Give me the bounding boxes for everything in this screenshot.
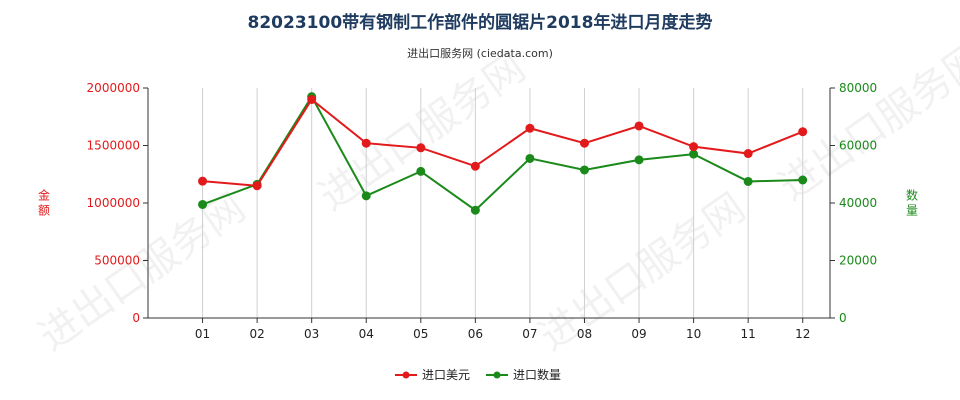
x-tick-label: 04 <box>359 327 374 341</box>
quantity-series-point <box>689 149 699 159</box>
x-tick-label: 01 <box>195 327 210 341</box>
x-tick-label: 07 <box>522 327 537 341</box>
amount-series-point <box>634 121 644 131</box>
x-tick-label: 11 <box>741 327 756 341</box>
x-tick-label: 12 <box>795 327 810 341</box>
y-left-tick-label: 1000000 <box>87 196 140 210</box>
amount-series-point <box>307 95 317 104</box>
x-tick-label: 09 <box>631 327 646 341</box>
quantity-series-point <box>634 155 644 165</box>
x-tick-label: 03 <box>304 327 319 341</box>
legend-amount-label: 进口美元 <box>422 368 470 382</box>
quantity-series-point <box>743 176 753 186</box>
y-left-axis-title: 金 <box>38 188 50 203</box>
amount-series-point <box>361 138 371 148</box>
quantity-series-point <box>798 175 808 185</box>
amount-series-point <box>579 138 589 148</box>
amount-series-point <box>198 176 208 186</box>
y-right-tick-label: 80000 <box>839 81 877 95</box>
y-right-tick-label: 20000 <box>839 254 877 268</box>
quantity-series-point <box>361 191 371 201</box>
x-tick-label: 02 <box>249 327 264 341</box>
quantity-series-point <box>525 153 535 163</box>
y-left-tick-label: 0 <box>132 311 140 325</box>
amount-series-point <box>689 142 699 152</box>
quantity-series-point <box>416 166 426 176</box>
amount-series-point <box>470 161 480 171</box>
x-tick-label: 05 <box>413 327 428 341</box>
y-right-tick-label: 60000 <box>839 139 877 153</box>
amount-series-point <box>416 143 426 153</box>
amount-series-point <box>252 181 262 191</box>
amount-series-point <box>743 149 753 159</box>
y-right-tick-label: 0 <box>839 311 847 325</box>
amount-series-line <box>202 98 804 187</box>
x-tick-label: 06 <box>468 327 483 341</box>
y-left-tick-label: 500000 <box>94 254 140 268</box>
amount-series-point <box>525 123 535 133</box>
y-right-tick-label: 40000 <box>839 196 877 210</box>
legend-quantity-marker <box>493 371 501 379</box>
y-left-tick-label: 1500000 <box>87 139 140 153</box>
chart-title: 82023100带有钢制工作部件的圆锯片2018年进口月度走势 <box>247 13 713 33</box>
amount-series-point <box>798 127 808 137</box>
quantity-series-point <box>579 165 589 175</box>
y-left-tick-label: 2000000 <box>87 81 140 95</box>
legend-amount-marker <box>402 371 410 379</box>
y-left-axis-title: 额 <box>38 204 50 218</box>
x-tick-label: 08 <box>577 327 592 341</box>
y-right-axis-title: 数 <box>906 188 918 203</box>
y-right-axis-title: 量 <box>906 204 918 218</box>
legend-quantity-label: 进口数量 <box>513 367 561 382</box>
quantity-series-point <box>198 199 208 209</box>
quantity-series-point <box>470 205 480 215</box>
quantity-series-line <box>202 94 803 212</box>
chart-subtitle: 进出口服务网 (ciedata.com) <box>407 47 553 60</box>
x-tick-label: 10 <box>686 327 701 341</box>
